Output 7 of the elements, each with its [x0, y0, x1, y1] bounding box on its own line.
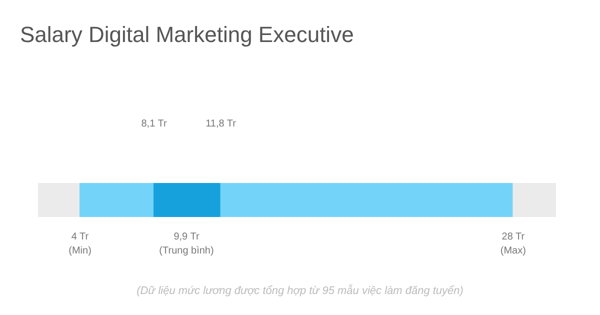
x-tick-label: 4 Tr (Min)	[68, 232, 92, 256]
x2-tick-label: 8,1 Tr	[141, 118, 168, 130]
text: (Dữ liệu mức lương được tổng hợp từ 95 mẫu việc làm đăng tuyển)	[136, 284, 464, 297]
x2-tick-label: 11,8 Tr	[206, 118, 237, 130]
chart-title: Salary Digital Marketing Executive	[20, 22, 354, 47]
x-tick-label: 28 Tr (Max)	[500, 232, 526, 256]
x-tick-label: 9,9 Tr (Trung bình)	[159, 232, 214, 256]
